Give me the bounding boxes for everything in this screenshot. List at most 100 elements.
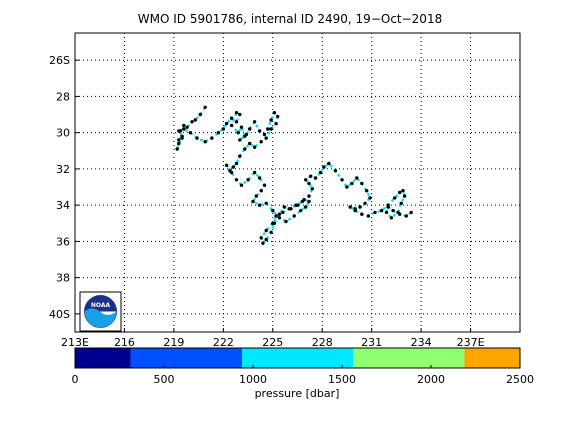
position-dot	[402, 194, 407, 198]
position-dot	[333, 169, 338, 173]
position-dot	[224, 121, 229, 126]
position-dot	[398, 212, 402, 216]
position-dot	[195, 136, 199, 140]
position-dot	[210, 136, 214, 140]
position-dot	[299, 208, 303, 213]
y-tick-label: 26S	[49, 54, 70, 67]
position-dot	[259, 236, 263, 240]
position-dot	[203, 105, 207, 110]
position-dot	[264, 237, 268, 242]
noaa-logo: NOAA	[79, 291, 122, 332]
position-dot	[379, 208, 384, 213]
chart-title: WMO ID 5901786, internal ID 2490, 19−Oct…	[138, 12, 442, 26]
y-tick-label: 36	[56, 235, 70, 248]
position-dot	[304, 205, 308, 209]
position-dot	[177, 129, 181, 133]
colorbar-tick-label: 500	[154, 373, 175, 386]
position-dot	[248, 127, 252, 131]
position-dot	[229, 116, 234, 120]
position-dot	[358, 205, 362, 209]
position-dot	[360, 212, 364, 216]
position-dot	[252, 120, 257, 124]
y-axis-ticks: 26S 28 30 32 34 36 38 40S	[49, 54, 79, 321]
position-dot	[248, 141, 252, 146]
position-dot	[261, 241, 265, 245]
position-dot	[264, 201, 268, 205]
position-dot	[238, 154, 242, 158]
position-dot	[276, 114, 280, 119]
position-dot	[190, 120, 194, 124]
position-dot	[373, 210, 377, 215]
colorbar-tick-label: 2000	[417, 373, 445, 386]
position-dot	[401, 189, 405, 193]
x-tick-label: 213E	[61, 336, 89, 349]
logo-sky	[84, 295, 117, 312]
colorbar-tick-label: 1500	[328, 373, 356, 386]
position-dot	[292, 214, 296, 218]
x-tick-label: 219	[163, 336, 184, 349]
position-dot	[368, 196, 372, 200]
position-dot	[269, 127, 273, 131]
position-dot	[284, 219, 288, 224]
position-dot	[257, 203, 262, 207]
colorbar-segment	[241, 348, 354, 368]
colorbar-tick-label: 0	[72, 373, 79, 386]
position-dot	[182, 127, 186, 131]
position-dot	[307, 199, 311, 204]
colorbar-label: pressure [dbar]	[255, 387, 340, 400]
position-dot	[327, 161, 331, 166]
position-dot	[180, 134, 184, 138]
position-dot	[277, 212, 282, 216]
position-dot	[177, 141, 181, 146]
position-dot	[313, 176, 318, 180]
position-dot	[182, 123, 186, 128]
position-dot	[264, 228, 268, 233]
position-dot	[340, 178, 344, 182]
colorbar	[75, 348, 520, 368]
position-dot	[399, 201, 403, 205]
position-dot	[229, 123, 234, 128]
position-dot	[234, 161, 239, 166]
position-dot	[307, 194, 311, 198]
position-dot	[185, 125, 189, 129]
position-dot	[239, 183, 244, 187]
x-tick-label: 228	[312, 336, 333, 349]
position-dot	[246, 178, 250, 182]
position-dot	[259, 189, 263, 193]
position-dot	[353, 208, 357, 213]
position-dot	[386, 205, 390, 209]
position-dot	[294, 203, 298, 207]
position-dot	[350, 181, 354, 186]
position-dot	[239, 125, 244, 129]
position-dot	[281, 210, 285, 215]
position-dot	[271, 208, 275, 213]
position-dot	[307, 181, 311, 186]
position-dot	[366, 214, 371, 218]
position-dot	[229, 170, 234, 175]
position-dot	[269, 230, 273, 234]
position-dot	[348, 205, 352, 209]
position-dot	[274, 121, 278, 126]
position-dot	[264, 136, 268, 140]
y-tick-label: 34	[56, 199, 70, 212]
position-dot	[287, 207, 291, 211]
position-dot	[234, 111, 239, 115]
colorbar-frame	[74, 347, 521, 369]
float-positions	[175, 105, 413, 245]
position-dot	[244, 132, 249, 137]
position-dot	[322, 165, 326, 169]
position-dot	[266, 127, 270, 131]
position-dot	[355, 176, 359, 180]
position-dot	[259, 140, 263, 144]
position-dot	[271, 221, 275, 225]
position-dot	[175, 147, 179, 151]
y-tick-label: 30	[56, 127, 70, 140]
position-dot	[193, 118, 197, 122]
position-dot	[216, 131, 221, 135]
position-dot	[257, 176, 262, 180]
x-tick-label: 234	[411, 336, 432, 349]
position-dot	[257, 129, 262, 133]
position-dot	[254, 194, 258, 198]
colorbar-segment	[75, 348, 131, 368]
